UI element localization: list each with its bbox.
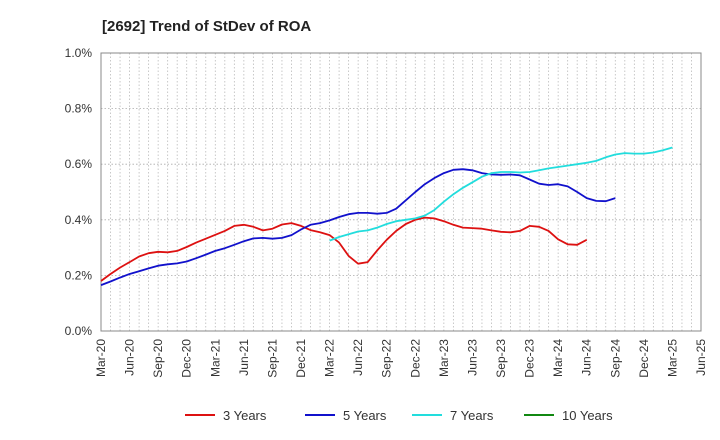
chart-title: [2692] Trend of StDev of ROA — [102, 18, 311, 35]
series-line — [100, 216, 588, 282]
x-tick-label: Mar-20 — [94, 339, 108, 377]
x-tick-label: Jun-21 — [237, 339, 251, 376]
legend-label: 3 Years — [223, 408, 267, 423]
series-line — [329, 146, 673, 242]
x-tick-label: Mar-22 — [323, 339, 337, 377]
x-tick-label: Dec-23 — [523, 339, 537, 378]
x-tick-label: Dec-24 — [637, 339, 651, 378]
legend-label: 5 Years — [343, 408, 387, 423]
x-tick-label: Mar-25 — [665, 339, 679, 377]
y-tick-label: 0.0% — [65, 324, 93, 338]
plot-area — [100, 52, 702, 332]
series-group — [100, 146, 673, 286]
x-tick-label: Jun-20 — [123, 339, 137, 376]
y-axis: 0.0% 0.2% 0.4% 0.6% 0.8% 1.0% — [65, 46, 93, 338]
x-tick-label: Jun-23 — [465, 339, 479, 376]
x-tick-label: Mar-21 — [208, 339, 222, 377]
x-tick-label: Sep-23 — [494, 339, 508, 378]
x-tick-label: Mar-23 — [437, 339, 451, 377]
y-tick-label: 0.8% — [65, 102, 93, 116]
y-tick-label: 1.0% — [65, 46, 93, 60]
x-tick-label: Jun-22 — [351, 339, 365, 376]
x-tick-label: Jun-25 — [694, 339, 708, 376]
x-axis: Mar-20 Jun-20 Sep-20 Dec-20 Mar-21 Jun-21 Sep-… — [94, 339, 708, 378]
x-tick-label: Dec-21 — [294, 339, 308, 378]
x-tick-label: Dec-20 — [180, 339, 194, 378]
x-tick-label: Sep-21 — [265, 339, 279, 378]
y-tick-label: 0.6% — [65, 157, 93, 171]
x-tick-label: Sep-22 — [380, 339, 394, 378]
x-tick-label: Sep-20 — [151, 339, 165, 378]
grid — [101, 53, 701, 331]
legend: 3 Years 5 Years 7 Years 10 Years — [185, 408, 613, 423]
x-tick-label: Jun-24 — [580, 339, 594, 376]
x-tick-label: Dec-22 — [408, 339, 422, 378]
x-tick-label: Sep-24 — [608, 339, 622, 378]
legend-label: 7 Years — [450, 408, 494, 423]
series-line — [100, 168, 616, 286]
y-tick-label: 0.2% — [65, 268, 93, 282]
legend-label: 10 Years — [562, 408, 613, 423]
x-tick-label: Mar-24 — [551, 339, 565, 377]
y-tick-label: 0.4% — [65, 213, 93, 227]
